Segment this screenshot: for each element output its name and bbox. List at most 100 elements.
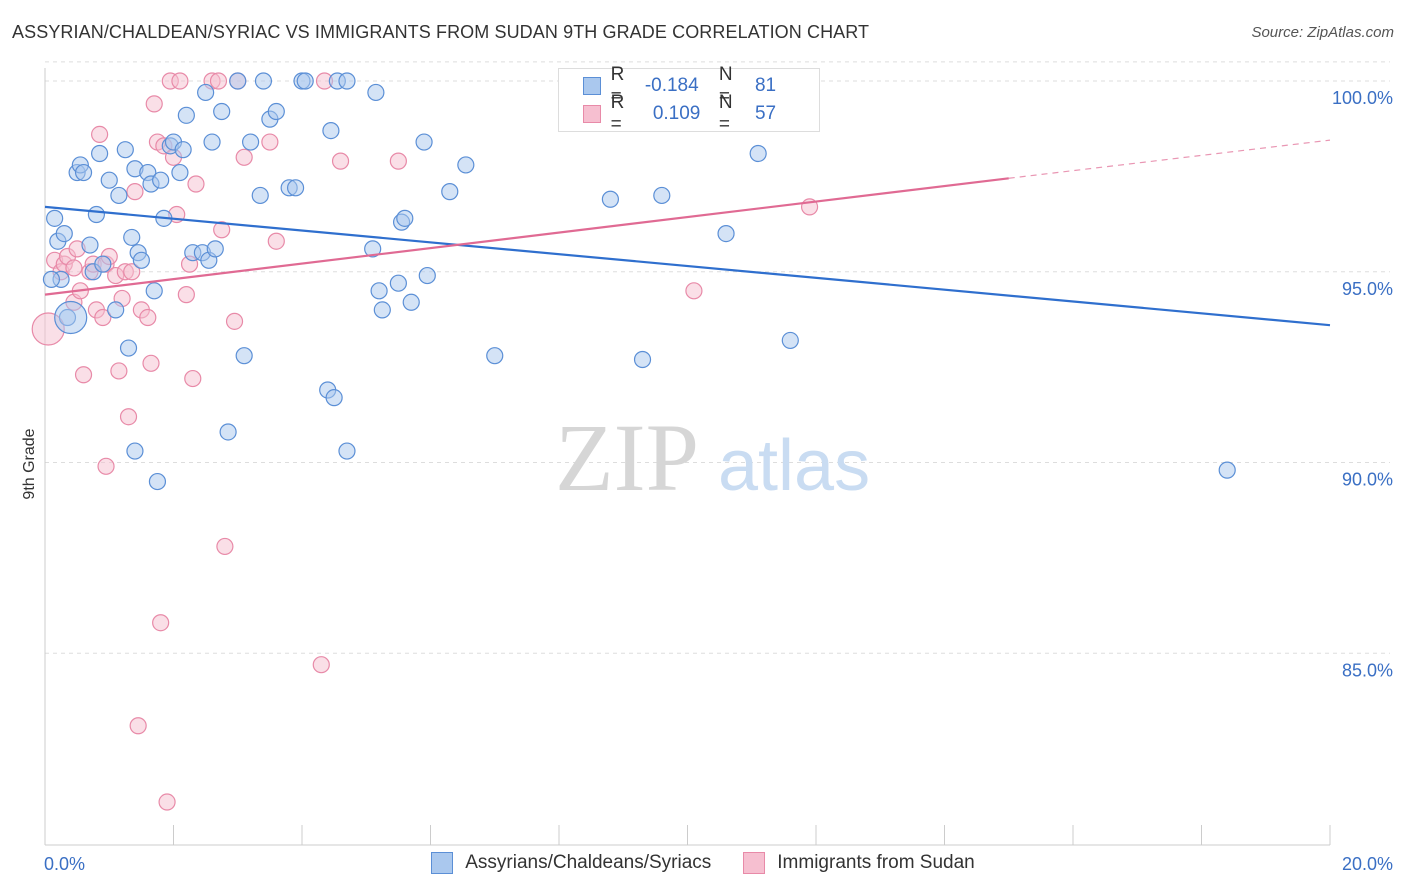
y-tick-label: 100.0% bbox=[1332, 88, 1393, 108]
data-point bbox=[325, 389, 343, 407]
legend-item-assyrian: Assyrians/Chaldeans/Syriacs bbox=[431, 852, 711, 874]
data-point bbox=[119, 339, 138, 357]
series-legend: Assyrians/Chaldeans/Syriacs Immigrants f… bbox=[0, 852, 1406, 874]
data-point bbox=[389, 152, 407, 170]
data-point bbox=[216, 537, 234, 556]
legend-label-assyrian: Assyrians/Chaldeans/Syriacs bbox=[465, 852, 712, 873]
data-point bbox=[116, 141, 134, 159]
legend-n-value: 81 bbox=[754, 75, 777, 96]
data-point bbox=[81, 236, 99, 254]
data-point bbox=[110, 362, 128, 380]
data-point bbox=[174, 141, 192, 159]
data-point bbox=[225, 312, 244, 330]
data-point bbox=[123, 263, 141, 281]
x-tick-label: 0.0% bbox=[44, 854, 85, 874]
data-point bbox=[97, 457, 115, 475]
data-point bbox=[54, 300, 88, 335]
data-point bbox=[177, 106, 195, 124]
data-point bbox=[158, 793, 176, 811]
data-point bbox=[171, 72, 189, 90]
legend-swatch-pink bbox=[743, 852, 766, 874]
y-axis-label: 9th Grade bbox=[21, 428, 38, 499]
data-point bbox=[87, 205, 106, 224]
data-point bbox=[749, 144, 767, 163]
data-point bbox=[129, 717, 147, 735]
data-point bbox=[152, 171, 170, 189]
source-label: Source: ZipAtlas.com bbox=[1251, 24, 1394, 41]
data-point bbox=[46, 209, 64, 227]
data-point bbox=[251, 186, 269, 205]
data-point bbox=[633, 350, 652, 369]
data-point bbox=[107, 301, 125, 319]
data-point bbox=[119, 408, 138, 426]
data-point bbox=[486, 347, 504, 365]
data-point bbox=[42, 270, 61, 288]
data-point bbox=[653, 186, 671, 205]
data-point bbox=[145, 95, 163, 113]
trend-line bbox=[44, 177, 1009, 296]
data-point bbox=[242, 133, 260, 151]
legend-n-value: 57 bbox=[754, 103, 777, 124]
trend-line bbox=[44, 205, 1331, 327]
legend-swatch-pink bbox=[583, 105, 601, 123]
data-point bbox=[145, 282, 163, 300]
y-tick-label: 90.0% bbox=[1342, 470, 1393, 490]
data-point bbox=[213, 102, 231, 121]
data-point bbox=[126, 183, 144, 201]
data-point bbox=[370, 282, 388, 300]
data-point bbox=[126, 442, 144, 460]
axes bbox=[44, 68, 1331, 846]
data-point bbox=[267, 102, 285, 121]
data-point bbox=[389, 274, 407, 292]
data-point bbox=[457, 156, 475, 174]
data-point bbox=[338, 442, 356, 460]
data-point bbox=[367, 83, 385, 102]
legend-label-sudan: Immigrants from Sudan bbox=[777, 852, 975, 873]
data-point bbox=[148, 472, 167, 491]
data-point bbox=[171, 163, 189, 182]
legend-swatch-blue bbox=[431, 852, 454, 874]
legend-swatch-blue bbox=[583, 77, 601, 95]
data-point bbox=[209, 72, 228, 90]
data-point bbox=[187, 175, 205, 193]
legend-n-label: N = bbox=[718, 64, 733, 107]
data-point bbox=[91, 125, 109, 144]
legend-item-sudan: Immigrants from Sudan bbox=[743, 852, 975, 874]
watermark-zip: ZIP bbox=[555, 404, 699, 511]
data-point bbox=[267, 232, 285, 250]
data-point bbox=[55, 225, 73, 243]
data-point bbox=[213, 221, 231, 239]
chart-title: ASSYRIAN/CHALDEAN/SYRIAC VS IMMIGRANTS F… bbox=[12, 22, 870, 42]
data-point bbox=[331, 152, 350, 170]
data-point bbox=[132, 251, 150, 269]
legend-row-assyrian: R = -0.184 N = 81 bbox=[583, 64, 819, 107]
data-point bbox=[74, 163, 93, 182]
data-point bbox=[338, 72, 356, 90]
data-point bbox=[91, 144, 109, 163]
data-point bbox=[123, 228, 141, 247]
data-point bbox=[142, 354, 160, 372]
series-assyrian-points bbox=[42, 72, 1236, 491]
watermark: ZIP atlas bbox=[555, 404, 870, 511]
y-tick-label: 85.0% bbox=[1342, 660, 1393, 680]
trend-line-extension bbox=[1008, 139, 1331, 179]
data-point bbox=[312, 656, 330, 674]
data-point bbox=[152, 614, 170, 632]
data-point bbox=[286, 179, 305, 197]
data-point bbox=[197, 83, 215, 102]
data-point bbox=[322, 121, 340, 140]
legend-r-label: R = bbox=[610, 64, 625, 107]
tick-labels: 85.0% 90.0% 95.0% 100.0% 0.0% 20.0% bbox=[44, 88, 1393, 874]
data-point bbox=[441, 183, 459, 201]
data-point bbox=[402, 293, 420, 311]
legend-row-sudan: R = 0.109 N = 57 bbox=[583, 92, 819, 135]
data-point bbox=[261, 133, 279, 151]
data-point bbox=[254, 72, 273, 90]
data-point bbox=[110, 186, 128, 205]
data-point bbox=[65, 259, 83, 277]
data-point bbox=[781, 331, 799, 350]
data-point bbox=[396, 209, 414, 227]
trend-lines bbox=[44, 139, 1331, 327]
data-point bbox=[1218, 461, 1236, 479]
